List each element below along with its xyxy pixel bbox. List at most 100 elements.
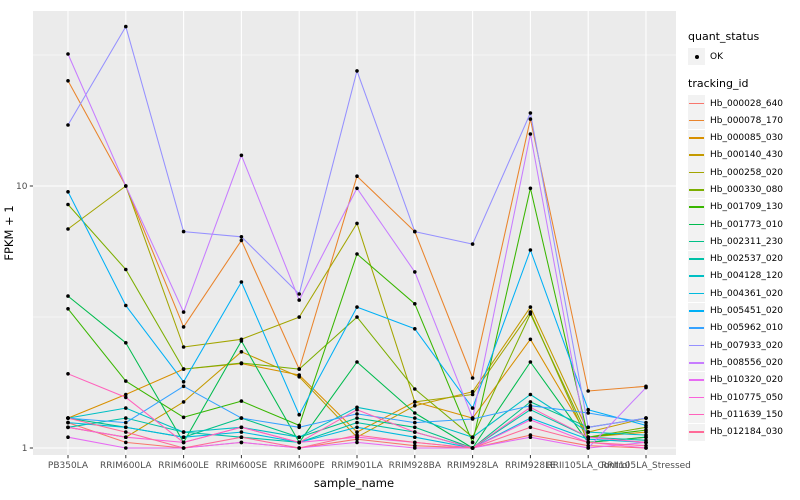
- data-point: [528, 337, 533, 342]
- legend-quant-status: quant_status OK: [688, 30, 800, 65]
- legend-line-swatch: [689, 258, 704, 260]
- data-point: [528, 132, 533, 136]
- data-point: [66, 372, 70, 376]
- data-point: [297, 440, 302, 445]
- data-point: [586, 430, 590, 434]
- data-point: [239, 440, 244, 445]
- legend-item: Hb_000028_640: [688, 95, 800, 112]
- data-point: [297, 315, 302, 319]
- legend-item: Hb_004361_020: [688, 285, 800, 303]
- legend-item: Hb_010320_020: [688, 371, 800, 389]
- legend-item: Hb_000140_430: [688, 146, 800, 164]
- data-point: [528, 392, 533, 397]
- data-point: [355, 425, 359, 430]
- data-point: [181, 446, 186, 450]
- data-point: [528, 248, 533, 252]
- legend-item: Hb_000078_170: [688, 112, 800, 130]
- data-point: [181, 400, 186, 404]
- legend-item-label: Hb_005962_010: [710, 323, 784, 334]
- data-point: [413, 420, 417, 425]
- x-tick-label: RRIM600LA: [100, 461, 152, 471]
- data-point: [124, 446, 128, 450]
- legend-tracking-id: tracking_id Hb_000028_640 Hb_000078_170 Hb…: [688, 77, 800, 441]
- x-tick-label: PB350LA: [48, 461, 89, 471]
- legend-line-swatch: [689, 413, 704, 416]
- data-point: [124, 440, 128, 445]
- data-point: [124, 341, 128, 345]
- data-point: [528, 117, 533, 121]
- data-point: [297, 292, 302, 296]
- legend-item: Hb_002311_230: [688, 233, 800, 251]
- data-point: [528, 400, 533, 404]
- legend-item: Hb_005451_020: [688, 302, 800, 320]
- legend-item: Hb_008556_020: [688, 354, 800, 372]
- data-point: [586, 440, 590, 445]
- legend-item-label: OK: [710, 51, 723, 62]
- data-point: [124, 184, 128, 188]
- data-point: [413, 387, 417, 391]
- legend-key: [688, 267, 705, 285]
- data-point: [124, 406, 128, 410]
- data-point: [297, 367, 302, 371]
- data-point: [66, 123, 70, 127]
- data-point: [644, 440, 648, 445]
- legend-key: [688, 112, 705, 130]
- data-points: [66, 24, 648, 450]
- legend-key: [688, 181, 705, 199]
- data-point: [528, 425, 533, 430]
- legend-item: Hb_004128_120: [688, 267, 800, 285]
- legend-line-swatch: [689, 223, 704, 226]
- x-tick-label: RRIM600PE: [274, 461, 326, 471]
- data-point: [644, 433, 648, 437]
- data-point: [66, 416, 70, 420]
- ok-point-icon: [694, 54, 699, 59]
- data-point: [586, 435, 590, 440]
- legend-item-label: Hb_007933_020: [710, 340, 784, 351]
- data-point: [124, 267, 128, 272]
- data-point: [297, 435, 302, 440]
- data-point: [181, 435, 186, 440]
- data-point: [239, 280, 244, 284]
- legend-line-swatch: [689, 188, 704, 191]
- legend-item-label: Hb_001773_010: [710, 219, 784, 230]
- x-tick-label: RRIM928BA: [389, 461, 442, 471]
- data-point: [470, 435, 475, 440]
- data-point: [239, 339, 244, 343]
- data-point: [528, 305, 533, 309]
- data-point: [124, 416, 128, 420]
- data-point: [470, 376, 475, 380]
- legend: quant_status OK tracking_id Hb_000028_64…: [688, 30, 800, 453]
- data-point: [470, 416, 475, 420]
- data-point: [297, 446, 302, 450]
- legend-tracking-title: tracking_id: [688, 77, 749, 90]
- data-point: [644, 423, 648, 428]
- data-point: [470, 392, 475, 397]
- data-point: [586, 389, 590, 393]
- legend-key: [688, 250, 705, 268]
- data-point: [66, 79, 70, 83]
- legend-item: Hb_010775_050: [688, 389, 800, 407]
- legend-key: [688, 302, 705, 320]
- data-point: [528, 111, 533, 115]
- legend-line-swatch: [689, 292, 704, 295]
- legend-line-swatch: [689, 275, 704, 278]
- data-point: [355, 360, 359, 364]
- legend-item-label: Hb_000258_020: [710, 167, 784, 178]
- x-tick-label: RRIM928LA: [447, 461, 499, 471]
- legend-line-swatch: [689, 102, 704, 105]
- x-tick-labels: PB350LA RRIM600LA RRIM600LE RRIM600SE RRIM60…: [48, 461, 691, 471]
- data-point: [355, 174, 359, 178]
- legend-line-swatch: [689, 206, 704, 208]
- y-axis-title: FPKM + 1: [2, 205, 16, 260]
- data-point: [470, 446, 475, 450]
- data-point: [470, 440, 475, 445]
- data-point: [644, 443, 648, 448]
- legend-key: [688, 164, 705, 182]
- legend-line-swatch: [689, 396, 704, 399]
- data-point: [413, 302, 417, 306]
- x-tick-label: RRII105LA_Stressed: [601, 461, 691, 471]
- data-point: [66, 190, 70, 194]
- panel: [33, 11, 676, 455]
- legend-key: [688, 354, 705, 372]
- data-point: [124, 425, 128, 430]
